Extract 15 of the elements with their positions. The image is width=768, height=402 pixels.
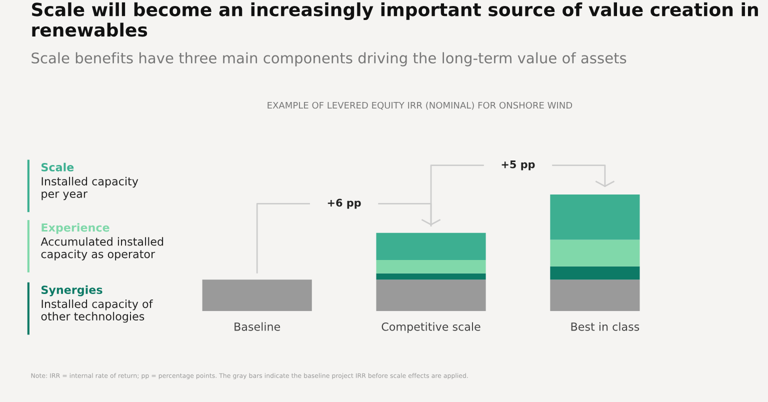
x-tick-label: Baseline [234,322,280,331]
bar [376,280,486,312]
text: Scale [42,162,74,172]
text: Accumulated installed capacity as operator [40,237,164,260]
text: EXAMPLE OF LEVERED EQUITY IRR (NOMINAL) FOR ONSHORE WIND [268,102,572,110]
annotation: +6 pp [328,198,361,209]
text: Synergies [42,285,102,296]
chart-subtitle: Scale benefits have three main components driving the long-term value of assets [32,52,626,66]
text: Installed capacity per year [42,176,138,200]
text: +5 pp [502,160,535,170]
text: Experience [42,223,110,234]
text: Installed capacity of other technologies [41,299,153,323]
x-tick-label: Best in class [571,322,640,331]
x-tick-label: Competitive scale [382,322,480,334]
chart-title: Scale will become an increasingly important source of value creation in renewables [32,2,758,37]
